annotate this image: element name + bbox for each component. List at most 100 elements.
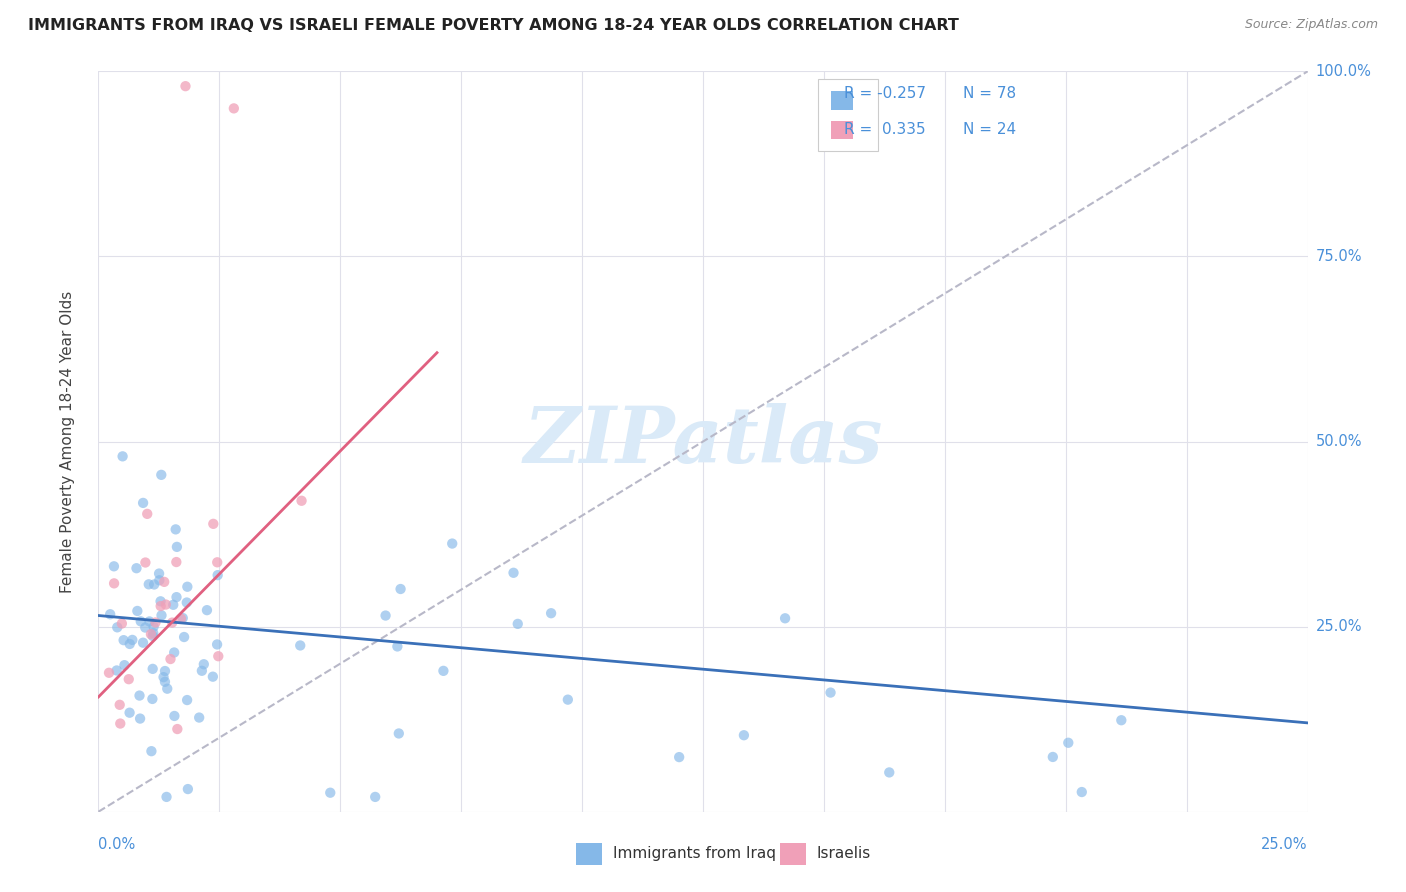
Point — [108, 698, 131, 712]
Point — [364, 789, 387, 804]
Point — [159, 652, 181, 666]
Point — [105, 620, 128, 634]
Point — [98, 607, 121, 622]
Point — [153, 574, 176, 589]
Point — [172, 611, 194, 625]
Point — [176, 693, 198, 707]
Point — [207, 555, 229, 569]
Text: 50.0%: 50.0% — [1316, 434, 1362, 449]
Text: 25.0%: 25.0% — [1261, 837, 1308, 852]
Point — [118, 672, 141, 686]
Point — [389, 582, 412, 596]
Point — [110, 716, 132, 731]
Point — [132, 636, 155, 650]
Point — [195, 603, 218, 617]
Point — [142, 626, 165, 640]
Point — [162, 598, 184, 612]
Point — [138, 615, 160, 629]
Point — [127, 604, 149, 618]
Point — [114, 658, 136, 673]
Point — [165, 522, 187, 536]
Point — [506, 616, 529, 631]
Point — [540, 606, 562, 620]
Point — [153, 674, 176, 689]
Text: N = 24: N = 24 — [963, 122, 1017, 136]
Point — [141, 744, 163, 758]
Point — [207, 568, 229, 582]
Text: N = 78: N = 78 — [963, 87, 1017, 101]
Point — [142, 629, 165, 643]
Point — [149, 594, 172, 608]
Point — [150, 608, 173, 623]
Point — [118, 706, 141, 720]
Point — [319, 786, 342, 800]
Point — [202, 516, 225, 531]
Point — [111, 616, 134, 631]
Point — [166, 540, 188, 554]
Point — [143, 577, 166, 591]
Point — [129, 615, 152, 629]
Point — [1070, 785, 1092, 799]
Point — [176, 580, 198, 594]
Point — [139, 627, 162, 641]
Point — [145, 615, 167, 630]
Point — [820, 685, 842, 699]
Text: 25.0%: 25.0% — [1316, 619, 1362, 634]
Point — [1111, 713, 1133, 727]
Point — [148, 566, 170, 581]
Point — [163, 709, 186, 723]
Point — [136, 507, 159, 521]
Point — [155, 598, 177, 612]
Point — [170, 612, 193, 626]
Point — [153, 664, 176, 678]
Point — [118, 637, 141, 651]
Point — [129, 712, 152, 726]
Point — [141, 692, 163, 706]
Text: R = -0.257: R = -0.257 — [844, 87, 925, 101]
Text: Source: ZipAtlas.com: Source: ZipAtlas.com — [1244, 18, 1378, 31]
Point — [432, 664, 454, 678]
Point — [387, 640, 409, 654]
Point — [188, 710, 211, 724]
Text: IMMIGRANTS FROM IRAQ VS ISRAELI FEMALE POVERTY AMONG 18-24 YEAR OLDS CORRELATION: IMMIGRANTS FROM IRAQ VS ISRAELI FEMALE P… — [28, 18, 959, 33]
Bar — [576, 843, 602, 865]
Point — [166, 590, 188, 604]
Text: 100.0%: 100.0% — [1316, 64, 1372, 78]
Point — [155, 789, 177, 804]
Point — [150, 467, 173, 482]
Point — [156, 681, 179, 696]
Point — [191, 664, 214, 678]
Point — [177, 782, 200, 797]
Point — [103, 559, 125, 574]
Point — [557, 692, 579, 706]
Point — [121, 632, 143, 647]
Point — [290, 493, 312, 508]
Point — [148, 574, 170, 588]
Point — [163, 645, 186, 659]
Point — [1057, 736, 1080, 750]
Point — [668, 750, 690, 764]
Text: ZIPatlas: ZIPatlas — [523, 403, 883, 480]
Text: Israelis: Israelis — [817, 847, 872, 861]
Legend: , : , — [818, 79, 877, 152]
Bar — [780, 843, 806, 865]
Point — [441, 536, 464, 550]
Point — [112, 633, 135, 648]
Point — [205, 637, 228, 651]
Point — [193, 657, 215, 672]
Point — [134, 621, 156, 635]
Point — [134, 556, 156, 570]
Point — [173, 630, 195, 644]
Point — [142, 620, 165, 634]
Point — [142, 662, 165, 676]
Point — [773, 611, 796, 625]
Point — [152, 670, 174, 684]
Y-axis label: Female Poverty Among 18-24 Year Olds: Female Poverty Among 18-24 Year Olds — [60, 291, 75, 592]
Point — [128, 689, 150, 703]
Point — [374, 608, 396, 623]
Point — [222, 102, 245, 116]
Point — [103, 576, 125, 591]
Point — [111, 450, 134, 464]
Point — [174, 79, 197, 94]
Point — [166, 722, 188, 736]
